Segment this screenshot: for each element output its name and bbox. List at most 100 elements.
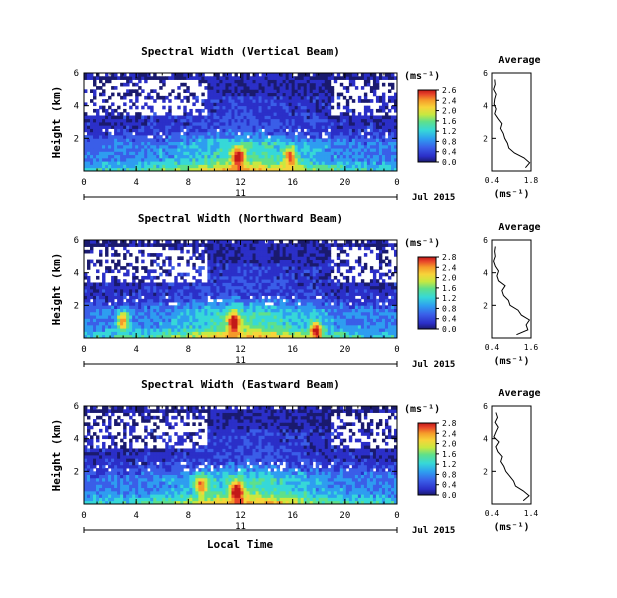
heatmap-cell: [309, 102, 314, 107]
heatmap-cell: [144, 118, 148, 123]
heatmap-cell: [291, 262, 296, 267]
heatmap-cell: [114, 148, 118, 152]
heatmap-cell: [210, 269, 214, 274]
heatmap-cell: [312, 272, 317, 277]
heatmap-cell: [348, 167, 353, 172]
heatmap-cell: [267, 311, 271, 316]
heatmap-cell: [159, 128, 163, 133]
heatmap-cell: [390, 125, 395, 129]
heatmap-cell: [285, 164, 290, 169]
heatmap-cell: [234, 144, 238, 149]
heatmap-cell: [246, 243, 250, 247]
heatmap-cell: [267, 328, 271, 332]
heatmap-cell: [156, 305, 160, 309]
heatmap-cell: [285, 315, 290, 319]
heatmap-cell: [216, 118, 220, 123]
heatmap-cell: [216, 266, 220, 270]
heatmap-cell: [117, 259, 121, 264]
heatmap-cell: [93, 243, 97, 247]
heatmap-cell: [348, 151, 353, 156]
heatmap-cell: [321, 292, 326, 296]
heatmap-cell: [267, 292, 271, 296]
heatmap-cell: [114, 279, 118, 283]
heatmap-cell: [366, 108, 371, 113]
heatmap-cell: [291, 259, 296, 264]
heatmap-cell: [231, 151, 235, 156]
heatmap-cell: [336, 76, 341, 80]
heatmap-cell: [141, 324, 145, 329]
heatmap-cell: [222, 269, 226, 274]
heatmap-cell: [381, 135, 386, 139]
heatmap-cell: [291, 112, 296, 116]
heatmap-cell: [213, 112, 217, 116]
heatmap-cell: [237, 256, 241, 260]
heatmap-cell: [318, 112, 323, 116]
heatmap-cell: [342, 141, 347, 146]
heatmap-cell: [147, 151, 151, 156]
heatmap-cell: [390, 138, 395, 142]
heatmap-cell: [279, 289, 284, 293]
heatmap-cell: [318, 157, 323, 162]
heatmap-cell: [168, 157, 172, 162]
heatmap-cell: [144, 275, 148, 280]
heatmap-cell: [279, 105, 284, 110]
heatmap-cell: [210, 154, 214, 159]
heatmap-cell: [117, 311, 121, 316]
heatmap-cell: [291, 275, 296, 280]
heatmap-cell: [321, 151, 326, 156]
heatmap-cell: [351, 125, 356, 129]
heatmap-cell: [183, 157, 187, 162]
heatmap-cell: [285, 138, 290, 142]
heatmap-cell: [270, 334, 275, 339]
heatmap-cell: [231, 108, 235, 113]
heatmap-cell: [327, 321, 332, 326]
heatmap-cell: [192, 157, 196, 162]
heatmap-cell: [234, 115, 238, 120]
heatmap-cell: [180, 144, 184, 149]
heatmap-cell: [129, 321, 133, 326]
heatmap-cell: [129, 311, 133, 316]
heatmap-cell: [93, 128, 97, 133]
heatmap-cell: [201, 167, 205, 172]
heatmap-cell: [228, 82, 232, 87]
heatmap-cell: [294, 128, 299, 133]
heatmap-cell: [180, 311, 184, 316]
heatmap-cell: [324, 89, 329, 93]
heatmap-cell: [285, 328, 290, 332]
heatmap-cell: [222, 138, 226, 142]
heatmap-cell: [357, 157, 362, 162]
heatmap-cell: [285, 122, 290, 126]
heatmap-cell: [291, 161, 296, 165]
heatmap-cell: [138, 79, 142, 84]
heatmap-cell: [345, 321, 350, 326]
heatmap-cell: [234, 99, 238, 103]
heatmap-cell: [369, 157, 374, 162]
heatmap-cell: [387, 125, 392, 129]
heatmap-cell: [318, 125, 323, 129]
heatmap-cell: [213, 99, 217, 103]
heatmap-cell: [114, 266, 118, 270]
heatmap-cell: [228, 122, 232, 126]
heatmap-cell: [219, 249, 223, 254]
heatmap-cell: [249, 272, 253, 277]
heatmap-cell: [339, 76, 344, 80]
heatmap-cell: [390, 157, 395, 162]
heatmap-cell: [231, 115, 235, 120]
heatmap-cell: [324, 331, 329, 336]
heatmap-cell: [201, 161, 205, 165]
heatmap-cell: [138, 279, 142, 283]
heatmap-cell: [171, 289, 175, 293]
heatmap-cell: [228, 148, 232, 152]
heatmap-cell: [117, 164, 121, 169]
heatmap-cell: [186, 289, 190, 293]
heatmap-cell: [318, 144, 323, 149]
heatmap-cell: [99, 105, 103, 110]
heatmap-cell: [246, 76, 250, 80]
heatmap-cell: [390, 154, 395, 159]
heatmap-cell: [231, 92, 235, 97]
heatmap-cell: [291, 305, 296, 309]
heatmap-cell: [294, 298, 299, 303]
heatmap-cell: [168, 285, 172, 290]
heatmap-cell: [231, 259, 235, 264]
heatmap-cell: [216, 99, 220, 103]
